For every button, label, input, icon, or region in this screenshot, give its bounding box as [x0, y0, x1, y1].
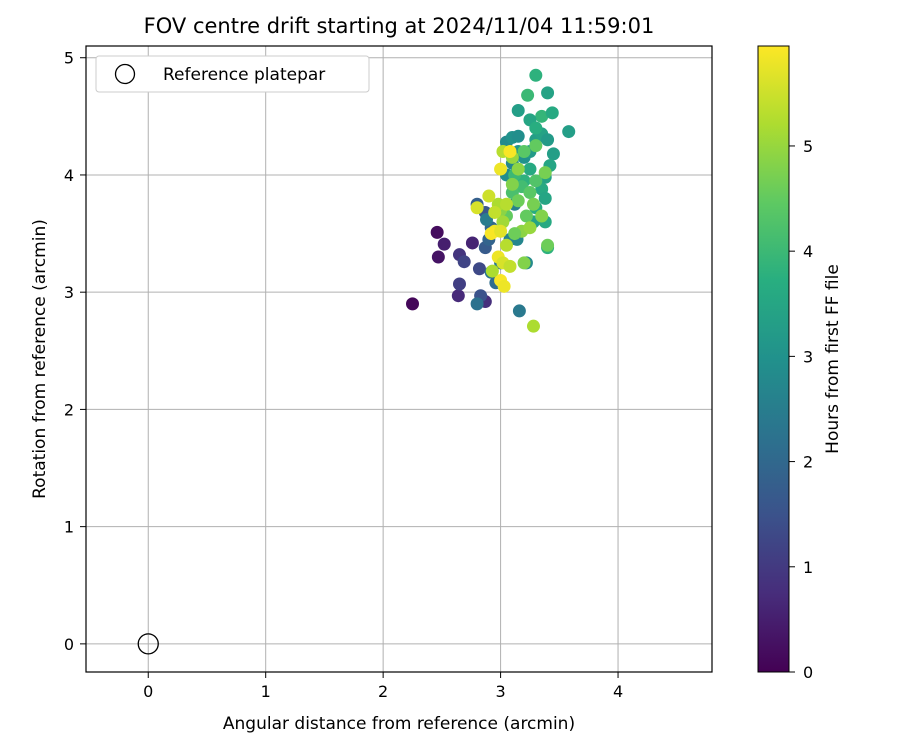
data-point: [517, 145, 531, 159]
data-point: [538, 166, 552, 180]
reference-platepar-marker: [137, 633, 159, 655]
x-axis-label: Angular distance from reference (arcmin): [223, 714, 575, 734]
data-point: [482, 189, 496, 203]
data-point: [517, 256, 531, 270]
data-point: [488, 205, 502, 219]
legend-box: [95, 55, 370, 93]
data-point: [523, 186, 537, 200]
data-point: [511, 129, 525, 143]
data-point: [406, 297, 420, 311]
colorbar-tick-label: 4: [803, 242, 813, 261]
x-tick-label: 1: [261, 682, 271, 701]
data-point: [452, 277, 466, 291]
data-point: [511, 162, 525, 176]
legend-entry-reference-platepar: Reference platepar: [163, 65, 325, 85]
data-point: [503, 259, 517, 273]
data-point: [497, 279, 511, 293]
data-point: [541, 86, 555, 100]
data-point: [430, 225, 444, 239]
data-point: [523, 221, 537, 235]
data-point: [494, 224, 508, 238]
chart-title: FOV centre drift starting at 2024/11/04 …: [144, 14, 655, 38]
data-point: [508, 227, 522, 241]
x-axis-ticks: 0 1 2 3 4: [143, 672, 623, 701]
data-point: [470, 297, 484, 311]
data-point: [437, 237, 451, 251]
data-point: [505, 177, 519, 191]
data-point: [431, 250, 445, 264]
data-point: [451, 289, 465, 303]
data-point: [526, 197, 540, 211]
colorbar-tick-label: 2: [803, 453, 813, 472]
data-point: [465, 236, 479, 250]
data-point: [485, 264, 499, 278]
data-point: [546, 147, 560, 161]
data-point: [535, 209, 549, 223]
gridlines: [86, 46, 712, 672]
legend-marker: [114, 63, 136, 85]
x-tick-label: 3: [495, 682, 505, 701]
data-point: [529, 121, 543, 135]
colorbar-label: Hours from first FF file: [823, 264, 843, 454]
y-axis-label: Rotation from reference (arcmin): [30, 219, 50, 499]
data-point: [541, 133, 555, 147]
data-point: [535, 109, 549, 123]
data-point: [472, 262, 486, 276]
data-point: [562, 125, 576, 139]
legend: Reference platepar: [95, 55, 370, 93]
data-point: [529, 68, 543, 82]
colorbar-tick-label: 3: [803, 347, 813, 366]
data-point: [511, 103, 525, 117]
y-axis-ticks: 0 1 2 3 4 5: [64, 49, 86, 654]
colorbar-tick-label: 5: [803, 137, 813, 156]
data-point: [457, 255, 471, 269]
data-point: [519, 209, 533, 223]
x-tick-label: 2: [378, 682, 388, 701]
data-point: [499, 238, 513, 252]
y-tick-label: 3: [64, 283, 74, 302]
data-point: [494, 162, 508, 176]
x-tick-label: 0: [143, 682, 153, 701]
data-point: [545, 106, 559, 120]
colorbar: [757, 45, 790, 673]
data-point: [511, 194, 525, 208]
data-point: [541, 238, 555, 252]
colorbar-ticks: 0 1 2 3 4 5: [789, 137, 813, 682]
data-point: [512, 304, 526, 318]
data-points: [406, 68, 576, 333]
data-point: [470, 201, 484, 215]
colorbar-tick-label: 1: [803, 558, 813, 577]
y-tick-label: 5: [64, 49, 74, 68]
plot-frame: [85, 45, 713, 673]
y-tick-label: 0: [64, 635, 74, 654]
y-tick-label: 2: [64, 400, 74, 419]
data-point: [499, 197, 513, 211]
data-point: [529, 139, 543, 153]
data-point: [503, 145, 517, 159]
data-point: [538, 191, 552, 205]
data-point: [526, 319, 540, 333]
data-point: [529, 174, 543, 188]
y-tick-label: 1: [64, 518, 74, 537]
data-point: [521, 88, 535, 102]
data-point: [523, 162, 537, 176]
x-tick-label: 4: [613, 682, 623, 701]
y-tick-label: 4: [64, 166, 74, 185]
colorbar-tick-label: 0: [803, 663, 813, 682]
